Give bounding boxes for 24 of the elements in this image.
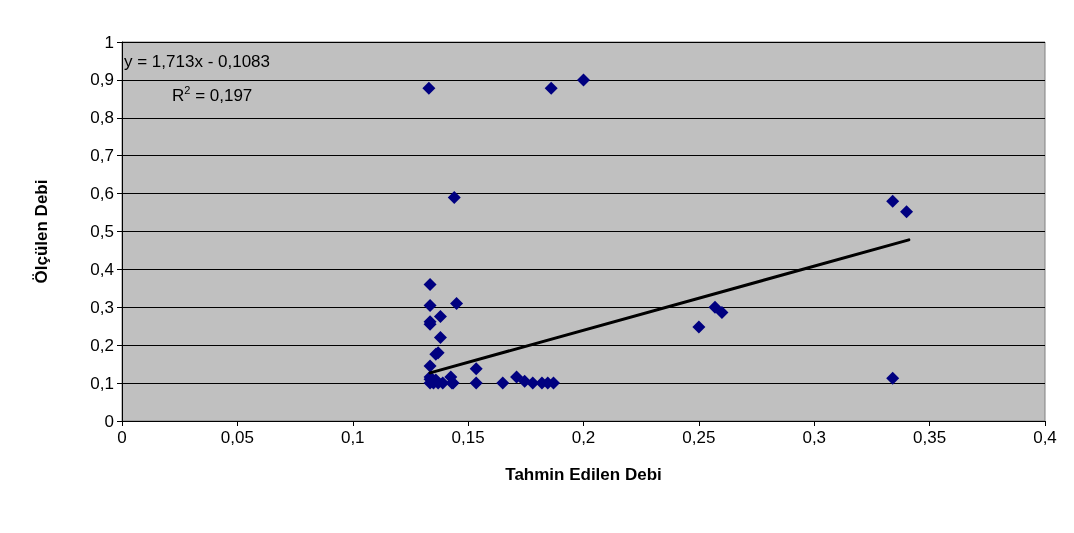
x-tick-label: 0,1 <box>340 428 365 447</box>
y-axis-title: Ölçülen Debi <box>32 179 51 284</box>
x-tick-label: 0,2 <box>571 428 596 447</box>
x-tick-label: 0 <box>117 428 127 447</box>
y-tick-label: 0,1 <box>90 373 114 393</box>
y-tick-label: 0,3 <box>90 297 114 317</box>
y-tick-label: 0,7 <box>90 146 114 166</box>
y-tick-label: 0,2 <box>90 335 114 355</box>
x-axis-title: Tahmin Edilen Debi <box>505 465 662 484</box>
x-tick-label: 0,25 <box>682 428 716 447</box>
annotation: y = 1,713x - 0,1083 <box>124 52 271 72</box>
y-tick-label: 0,9 <box>90 70 114 90</box>
y-tick-label: 1 <box>104 32 114 52</box>
x-tick-label: 0,4 <box>1033 428 1057 447</box>
x-tick-label: 0,15 <box>451 428 485 447</box>
y-tick-label: 0 <box>104 411 114 431</box>
y-tick-label: 0,6 <box>90 184 114 204</box>
annotation: R$^{2}$ = 0,197 <box>172 84 253 106</box>
y-tick-label: 0,8 <box>90 108 114 128</box>
x-tick-label: 0,3 <box>802 428 827 447</box>
y-tick-label: 0,4 <box>90 259 114 279</box>
x-tick-label: 0,05 <box>220 428 254 447</box>
y-tick-label: 0,5 <box>90 222 114 241</box>
x-tick-label: 0,35 <box>913 428 947 447</box>
